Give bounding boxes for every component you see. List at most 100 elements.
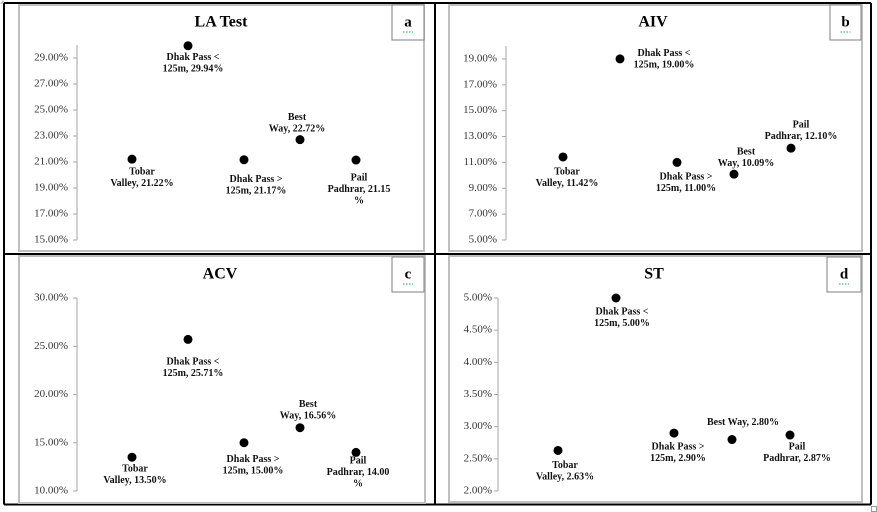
y-tick-label: 3.50% xyxy=(464,388,492,400)
data-label: Dhak Pass <125m, 19.00% xyxy=(634,48,695,71)
y-tick-label: 2.00% xyxy=(464,485,492,497)
data-label-line: % xyxy=(353,479,363,490)
y-tick-label: 3.00% xyxy=(464,420,492,432)
data-point xyxy=(183,41,193,51)
data-label-line: Valley, 13.50% xyxy=(103,475,166,486)
y-tick-label: 7.00% xyxy=(469,208,497,220)
data-label-line: Tobar xyxy=(552,460,578,471)
panel-label-box xyxy=(391,256,425,293)
data-point xyxy=(351,447,361,457)
data-label: Best Way, 2.80% xyxy=(707,417,779,428)
data-label-line: Tobar xyxy=(129,166,155,177)
data-label-line: Dhak Pass < xyxy=(167,52,220,63)
data-label-line: Valley, 11.42% xyxy=(536,178,599,189)
data-label-line: 125m, 5.00% xyxy=(594,318,650,329)
chart-frame xyxy=(448,4,863,252)
chart-panels: LA Test a 15.00% 17.00% 19.00% 21.00% 23.00% 25… xyxy=(18,4,863,504)
data-label: Dhak Pass <125m, 25.71% xyxy=(163,357,224,380)
y-tick-label: 25.00% xyxy=(34,340,68,352)
data-point xyxy=(727,435,737,445)
y-tick-label: 17.00% xyxy=(34,208,68,220)
y-tick-label: 11.00% xyxy=(463,156,497,168)
data-label-line: Dhak Pass < xyxy=(167,357,220,368)
y-tick-label: 19.00% xyxy=(34,182,68,194)
data-label-line: 125m, 19.00% xyxy=(634,60,695,71)
data-label-line: 125m, 2.90% xyxy=(650,453,706,464)
panel-label: d xyxy=(840,266,849,282)
data-point xyxy=(295,423,305,433)
data-point xyxy=(672,157,682,167)
chart-panel-c: ACV c 10.00% 15.00% 20.00% 25.00% 30.00% TobarV… xyxy=(18,255,426,504)
y-tick-label: 9.00% xyxy=(469,182,497,194)
y-tick-label: 4.50% xyxy=(464,324,492,336)
data-point xyxy=(615,54,625,64)
y-tick-label: 21.00% xyxy=(34,156,68,168)
data-point xyxy=(295,135,305,145)
data-label-line: Tobar xyxy=(122,464,148,475)
y-tick-label: 15.00% xyxy=(34,234,68,246)
y-tick-label: 19.00% xyxy=(463,52,497,64)
data-label-line: Padhrar, 21.15 xyxy=(328,184,391,195)
data-label-line: Dhak Pass > xyxy=(230,174,283,185)
y-tick-label: 5.00% xyxy=(469,234,497,246)
y-tick-label: 13.00% xyxy=(463,130,497,142)
data-label-line: Dhak Pass < xyxy=(638,48,691,59)
data-label-line: 125m, 25.71% xyxy=(163,368,224,379)
data-label-line: Best xyxy=(299,399,318,410)
corner-mark xyxy=(871,506,877,512)
y-tick-label: 30.00% xyxy=(34,292,68,304)
data-point xyxy=(553,445,563,455)
chart-title: AIV xyxy=(638,14,668,31)
chart-title: LA Test xyxy=(195,14,249,31)
data-label: Dhak Pass >125m, 11.00% xyxy=(656,172,716,195)
data-label-line: Pail xyxy=(789,441,806,452)
data-label-line: Padhrar, 12.10% xyxy=(765,131,838,142)
data-label-line: Best xyxy=(737,146,756,157)
data-label-line: Way, 22.72% xyxy=(269,123,325,134)
panel-label-box xyxy=(829,4,862,41)
y-tick-label: 15.00% xyxy=(463,104,497,116)
data-point xyxy=(786,143,796,153)
data-label-line: Tobar xyxy=(554,166,580,177)
data-label-line: Padhrar, 2.87% xyxy=(763,453,831,464)
chart-panel-a: LA Test a 15.00% 17.00% 19.00% 21.00% 23.00% 25… xyxy=(18,4,425,252)
y-tick-label: 27.00% xyxy=(34,78,68,90)
data-label: Dhak Pass >125m, 21.17% xyxy=(226,174,287,197)
data-point xyxy=(558,152,568,162)
data-point xyxy=(611,293,621,303)
y-tick-label: 15.00% xyxy=(34,436,68,448)
data-label-line: 125m, 15.00% xyxy=(223,466,284,477)
y-tick-label: 10.00% xyxy=(34,485,68,497)
panel-label: a xyxy=(404,14,412,30)
corner-mark xyxy=(0,0,4,4)
y-tick-label: 17.00% xyxy=(463,78,497,90)
chart-title: ST xyxy=(644,266,664,283)
data-label-line: 125m, 11.00% xyxy=(656,183,716,194)
data-label: Dhak Pass <125m, 5.00% xyxy=(594,306,650,329)
data-point xyxy=(239,155,249,165)
y-tick-label: 4.00% xyxy=(464,356,492,368)
chart-panel-b: AIV b 5.00% 7.00% 9.00% 11.00% 13.00% 15.00% 17.… xyxy=(448,4,863,252)
data-label: Dhak Pass <125m, 29.94% xyxy=(163,52,224,75)
data-point xyxy=(239,438,249,448)
chart-frame xyxy=(18,255,426,504)
data-point xyxy=(127,452,137,462)
data-label-line: Way, 10.09% xyxy=(718,158,774,169)
data-label-line: Valley, 21.22% xyxy=(110,178,173,189)
data-point xyxy=(351,155,361,165)
data-point xyxy=(729,169,739,179)
data-label: Dhak Pass >125m, 2.90% xyxy=(650,441,706,464)
data-label-line: % xyxy=(354,195,364,206)
y-tick-label: 23.00% xyxy=(34,130,68,142)
chart-panel-d: ST d 2.00% 2.50% 3.00% 3.50% 4.00% 4.50% 5.00% To… xyxy=(448,255,863,503)
data-label-line: Dhak Pass > xyxy=(652,441,705,452)
panel-label: c xyxy=(405,266,412,282)
data-label-line: Best Way, 2.80% xyxy=(707,417,779,428)
